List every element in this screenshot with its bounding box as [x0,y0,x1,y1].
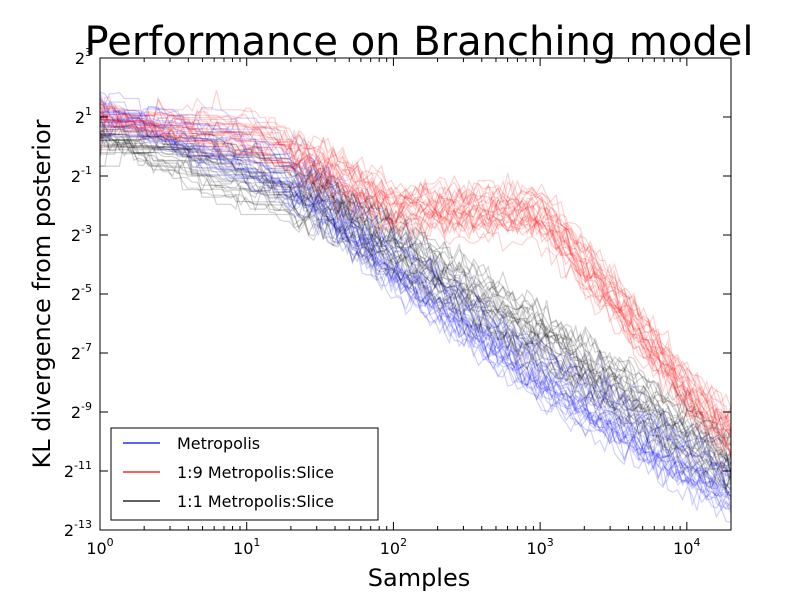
run-line [100,119,731,512]
x-axis-label: Samples [368,564,471,592]
run-line [100,133,731,472]
run-line [100,116,731,448]
run-line [100,107,731,496]
run-line [100,110,731,447]
run-line [100,116,731,458]
run-line [100,97,731,479]
run-line [100,139,731,498]
run-line [100,131,731,448]
run-line [100,103,731,509]
run-line [100,98,731,445]
run-line [100,119,731,489]
run-line [100,96,731,420]
run-line [100,114,731,439]
run-line [100,106,731,456]
run-line [100,112,731,429]
run-line [100,141,731,474]
run-line [100,112,731,451]
series-1-runs [100,91,731,524]
run-line [100,138,731,492]
run-line [100,134,731,440]
run-line [100,115,731,434]
run-line [100,98,731,426]
run-line [100,101,731,432]
legend-entry-2: 1:9 Metropolis:Slice [177,463,334,482]
run-line [100,105,731,432]
run-line [100,120,731,497]
run-line [100,111,731,481]
run-line [100,108,731,474]
run-line [100,114,731,432]
run-line [100,91,731,453]
run-line [100,106,731,499]
run-line [100,97,731,432]
run-line [100,133,731,472]
run-line [100,117,731,503]
run-line [100,118,731,514]
legend: Metropolis 1:9 Metropolis:Slice 1:1 Metrop… [110,427,379,521]
series-2-runs [100,90,731,472]
run-line [100,133,731,500]
run-line [100,128,731,494]
y-axis-label: KL divergence from posterior [28,119,56,468]
run-line [100,137,731,488]
run-line [100,135,731,465]
run-line [100,111,731,499]
plot-frame [99,57,732,531]
run-line [100,137,731,488]
run-line [100,134,731,482]
run-line [100,114,731,511]
run-line [100,122,731,497]
run-line [100,119,731,438]
run-line [100,109,731,458]
run-line [100,125,731,524]
run-line [100,102,731,445]
run-line [100,114,731,477]
run-line [100,132,731,457]
run-line [100,104,731,421]
run-line [100,115,731,438]
run-line [100,137,731,489]
run-line [100,112,731,491]
run-line [100,139,731,462]
run-line [100,115,731,445]
run-line [100,119,731,423]
run-line [100,109,731,451]
run-line [100,132,731,464]
legend-entry-3: 1:1 Metropolis:Slice [177,492,334,511]
run-line [100,90,731,409]
run-line [100,121,731,475]
run-line [100,103,731,484]
run-line [100,100,731,491]
run-line [100,149,731,491]
run-line [100,101,731,436]
legend-entry-1: Metropolis [177,434,260,453]
run-line [100,122,731,476]
run-line [100,124,731,481]
run-line [100,119,731,512]
run-line [100,107,731,473]
run-line [100,133,731,500]
run-line [100,114,731,510]
run-line [100,119,731,449]
series-3-runs [100,114,731,500]
run-line [100,134,731,467]
run-line [100,126,731,447]
run-line [100,107,731,421]
run-line [100,91,731,485]
series-layer [100,90,731,524]
run-line [100,91,731,475]
run-line [100,113,731,510]
run-line [100,101,731,473]
run-line [100,131,731,459]
chart-title: Performance on Branching model [85,19,754,65]
run-line [100,105,731,420]
run-line [100,128,731,462]
run-line [100,131,731,465]
run-line [100,126,731,473]
run-line [100,136,731,467]
